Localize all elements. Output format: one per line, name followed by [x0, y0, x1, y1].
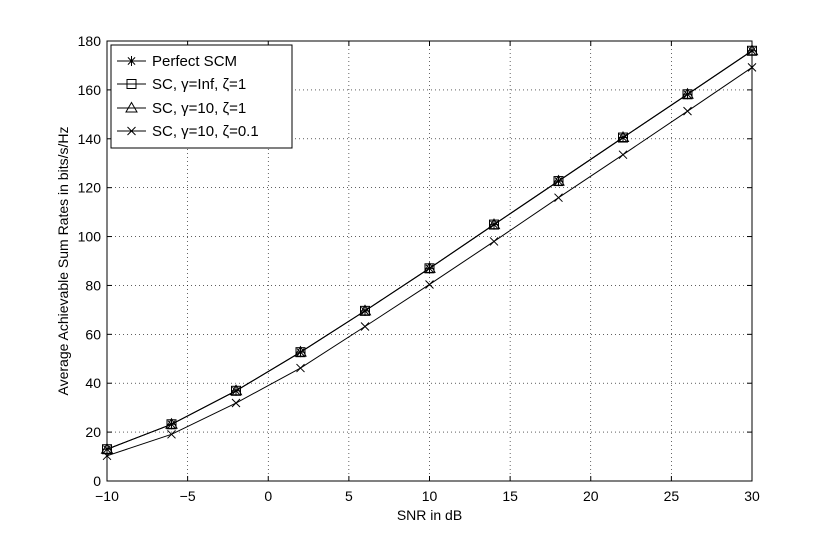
data-point-asterisk	[747, 45, 757, 56]
data-point-x	[360, 322, 370, 331]
legend: Perfect SCM SC, γ=Inf, ζ=1 SC, γ=10, ζ=1 SC…	[110, 44, 293, 149]
data-point-asterisk	[489, 219, 499, 230]
data-point-asterisk	[102, 444, 112, 455]
y-tick-label: 120	[78, 180, 102, 196]
x-tick-label: 10	[422, 488, 438, 504]
x-tick-label: −10	[95, 488, 119, 504]
data-point-asterisk	[360, 305, 370, 316]
data-point-x	[167, 429, 176, 439]
data-point-triangle	[745, 44, 759, 56]
axis-ticks: −10 −5 0 5 10 15 20 25 30 0 20 40 60 80 100 120 140 160 18…	[78, 33, 760, 504]
legend-marker-x	[127, 126, 136, 136]
grid	[107, 41, 752, 481]
y-tick-label: 180	[78, 33, 102, 49]
x-tick-label: −5	[180, 488, 196, 504]
y-tick-label: 60	[85, 326, 101, 342]
y-axis-label: Average Achievable Sum Rates in bits/s/H…	[55, 127, 71, 396]
legend-marker-square	[126, 79, 137, 89]
data-point-triangle	[616, 131, 630, 143]
data-point-x	[747, 63, 757, 72]
data-point-triangle	[681, 87, 694, 99]
data-point-x	[296, 363, 305, 373]
data-point-triangle	[552, 174, 565, 186]
data-point-asterisk	[231, 385, 241, 396]
y-tick-label: 0	[93, 473, 101, 489]
legend-label: SC, γ=10, ζ=0.1	[152, 123, 259, 140]
x-tick-label: 25	[664, 488, 680, 504]
data-point-x	[554, 193, 563, 203]
data-point-x	[425, 280, 434, 289]
data-point-triangle	[165, 417, 178, 429]
data-point-x	[102, 451, 112, 461]
x-tick-label: 30	[744, 488, 760, 504]
data-point-x	[618, 150, 628, 160]
x-axis-label: SNR in dB	[397, 507, 462, 523]
data-point-x	[489, 237, 499, 246]
data-point-triangle	[229, 384, 243, 396]
legend-label: SC, γ=10, ζ=1	[152, 100, 246, 117]
data-point-triangle	[294, 345, 307, 357]
y-tick-label: 20	[85, 424, 101, 440]
data-point-triangle	[423, 261, 436, 273]
data-point-triangle	[358, 304, 372, 316]
y-tick-label: 40	[85, 375, 101, 391]
x-tick-label: 20	[583, 488, 599, 504]
data-point-asterisk	[618, 132, 628, 143]
data-point-triangle	[487, 218, 501, 230]
y-tick-label: 140	[78, 131, 102, 147]
x-tick-label: 5	[345, 488, 353, 504]
y-tick-label: 160	[78, 82, 102, 98]
data-point-asterisk	[166, 419, 177, 430]
x-tick-label: 15	[502, 488, 518, 504]
legend-label: Perfect SCM	[152, 53, 237, 70]
legend-label: SC, γ=Inf, ζ=1	[152, 76, 246, 93]
legend-marker-asterisk	[126, 56, 137, 66]
data-point-asterisk	[553, 176, 564, 187]
series-markers	[100, 44, 759, 461]
y-tick-label: 80	[85, 277, 101, 293]
data-point-asterisk	[682, 89, 693, 100]
data-point-x	[231, 398, 241, 408]
data-point-x	[683, 106, 692, 116]
data-point-asterisk	[295, 347, 306, 358]
y-tick-label: 100	[78, 229, 102, 245]
data-point-asterisk	[424, 263, 435, 274]
legend-marker-triangle	[125, 101, 138, 113]
x-tick-label: 0	[264, 488, 272, 504]
data-point-triangle	[100, 442, 114, 454]
